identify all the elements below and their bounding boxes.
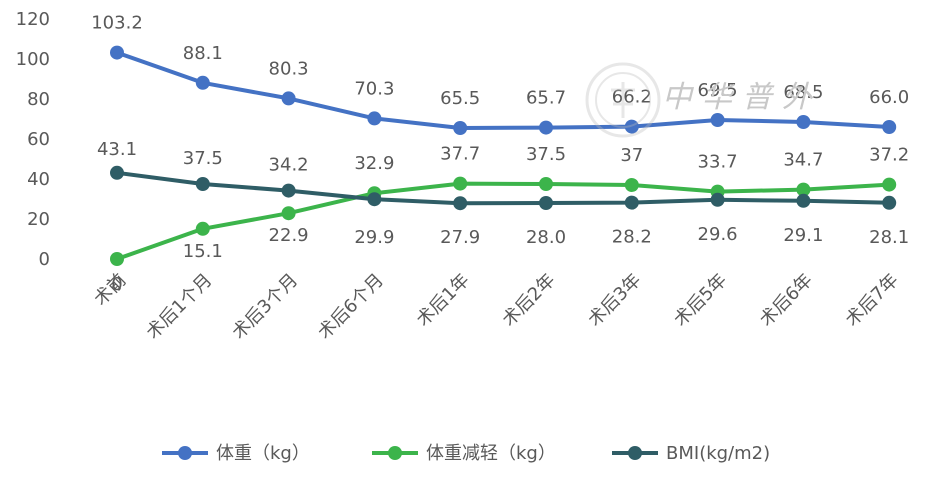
series-line	[116, 50, 890, 130]
series-line	[116, 181, 890, 261]
y-axis: 0 20 40 60 80 100 120	[16, 9, 50, 270]
data-point	[710, 113, 725, 127]
data-label: 29.6	[698, 224, 738, 245]
y-tick-label: 60	[27, 129, 50, 150]
data-label: 22.9	[269, 225, 309, 246]
data-point	[539, 196, 553, 210]
legend-label: BMI(kg/m2)	[666, 443, 770, 464]
data-label: 65.5	[440, 88, 480, 109]
x-tick-label: 术后1个月	[142, 270, 216, 344]
data-point	[453, 196, 468, 211]
data-label: 65.7	[526, 88, 566, 109]
y-tick-label: 80	[27, 89, 50, 110]
y-tick-label: 120	[16, 9, 50, 30]
data-point	[796, 193, 811, 208]
x-tick-label: 术后2年	[498, 270, 559, 331]
x-tick-label: 术后6个月	[314, 270, 388, 344]
data-label: 66.2	[612, 87, 652, 108]
data-label: 70.3	[354, 78, 394, 99]
x-tick-label: 术后3个月	[228, 270, 302, 344]
data-label: 37.7	[440, 144, 480, 165]
data-label: 88.1	[183, 43, 223, 64]
data-label: 37.2	[869, 145, 909, 166]
data-label: 37.5	[183, 148, 223, 169]
data-label: 34.2	[269, 155, 309, 176]
data-point	[882, 120, 897, 134]
y-tick-label: 40	[27, 169, 50, 190]
data-point	[281, 91, 296, 106]
data-label: 43.1	[97, 139, 137, 160]
data-point	[110, 252, 124, 266]
data-label: 28.2	[612, 227, 652, 248]
data-point	[624, 195, 639, 210]
data-point	[281, 206, 296, 221]
data-labels: 103.2 88.1 80.3 70.3 65.5 65.7 66.2 69.5 68.5 66.…	[91, 13, 909, 295]
legend-label: 体重减轻（kg）	[426, 443, 556, 464]
legend: 体重（kg） 体重减轻（kg） BMI(kg/m2)	[162, 443, 770, 464]
data-label: 0	[111, 274, 122, 295]
x-axis: 术前 术后1个月 术后3个月 术后6个月 术后1年 术后2年 术后3年 术后5年 术后6年 术后7…	[90, 270, 903, 344]
data-point	[110, 45, 124, 60]
x-tick-label: 术后7年	[842, 270, 903, 331]
data-point	[110, 165, 124, 180]
data-label: 15.1	[183, 241, 223, 262]
data-point	[710, 192, 725, 207]
series-line	[116, 170, 890, 206]
x-tick-label: 术后5年	[670, 270, 731, 331]
data-point	[453, 176, 468, 191]
data-label: 80.3	[269, 58, 309, 79]
data-point	[539, 120, 553, 135]
y-tick-label: 0	[39, 249, 50, 270]
series-lines	[116, 50, 890, 261]
data-point	[367, 192, 382, 207]
data-label: 33.7	[698, 152, 738, 173]
y-tick-label: 20	[27, 209, 50, 230]
legend-swatch-marker	[178, 446, 192, 460]
data-point	[882, 177, 897, 192]
y-tick-label: 100	[16, 49, 50, 70]
data-point	[195, 177, 210, 191]
data-label: 37	[620, 145, 643, 166]
data-label: 37.5	[526, 144, 566, 165]
data-point	[796, 115, 811, 129]
x-tick-label: 术后1年	[413, 270, 474, 331]
data-point	[281, 183, 296, 198]
legend-swatch-marker	[628, 446, 642, 460]
data-label: 28.1	[869, 227, 909, 248]
data-label: 29.9	[354, 227, 394, 248]
data-label: 68.5	[783, 82, 823, 103]
legend-swatch-marker	[388, 446, 402, 460]
data-point	[195, 221, 210, 236]
data-label: 32.9	[354, 153, 394, 174]
data-point	[624, 119, 639, 134]
data-point	[453, 121, 468, 135]
data-point	[367, 111, 382, 126]
data-label: 34.7	[783, 150, 823, 171]
x-tick-label: 术后6年	[756, 270, 817, 331]
data-label: 28.0	[526, 227, 566, 248]
watermark-text: 中华普外	[662, 80, 822, 115]
data-point	[195, 75, 210, 90]
data-point	[796, 182, 811, 197]
legend-label: 体重（kg）	[216, 443, 310, 464]
data-label: 27.9	[440, 227, 480, 248]
data-point	[882, 195, 897, 210]
data-label: 29.1	[783, 225, 823, 246]
data-label: 103.2	[91, 13, 143, 34]
data-label: 69.5	[698, 80, 738, 101]
data-label: 66.0	[869, 87, 909, 108]
data-point	[539, 177, 553, 191]
series-points	[110, 45, 897, 266]
x-tick-label: 术后3年	[584, 270, 645, 331]
data-point	[624, 178, 639, 192]
